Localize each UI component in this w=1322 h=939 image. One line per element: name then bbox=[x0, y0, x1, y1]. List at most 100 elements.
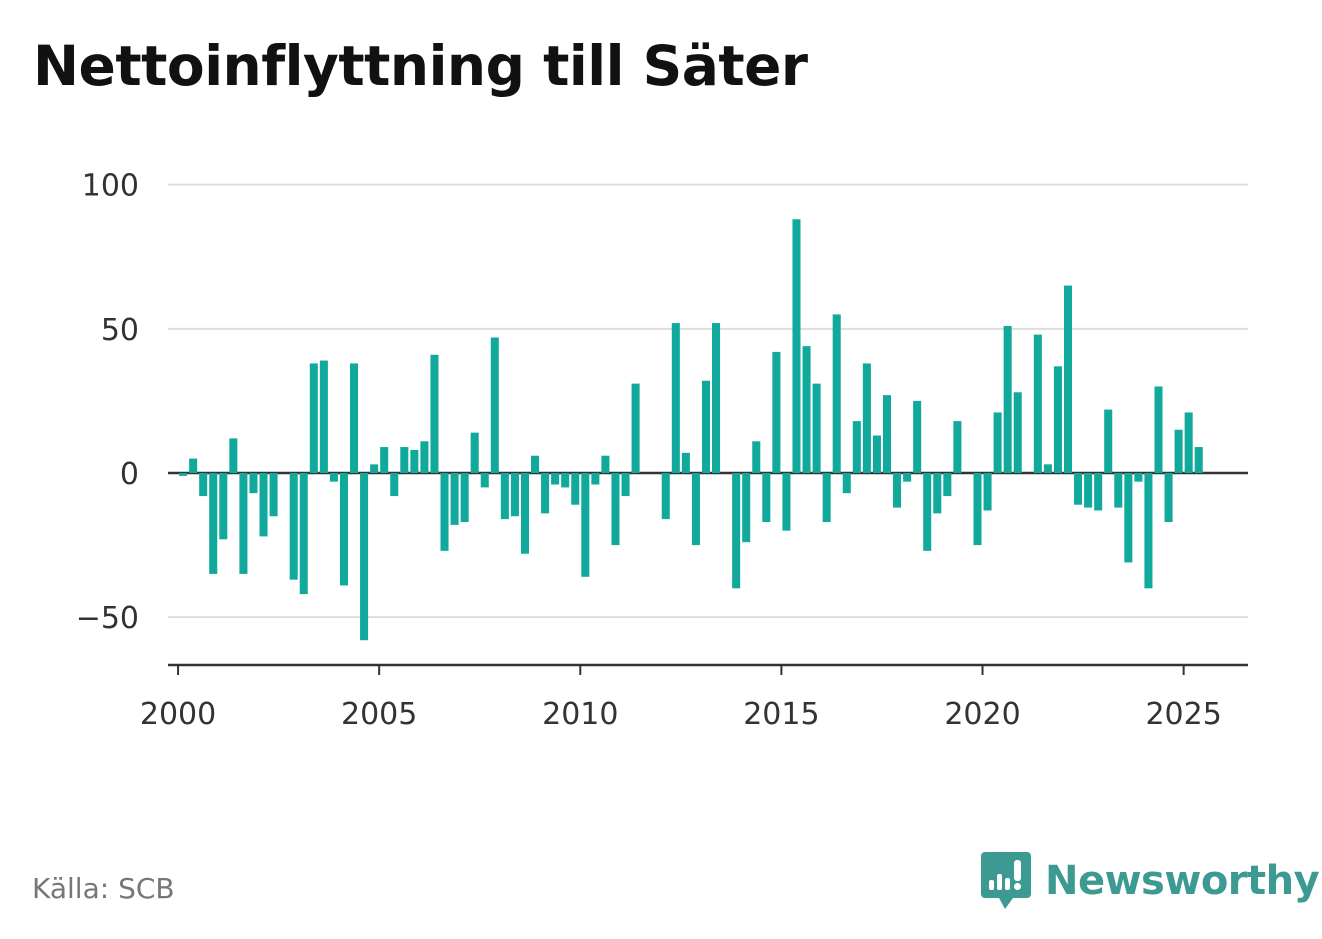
bar[interactable] bbox=[1184, 412, 1193, 473]
bar[interactable] bbox=[219, 473, 228, 540]
bar[interactable] bbox=[1094, 473, 1103, 511]
bar[interactable] bbox=[229, 438, 238, 473]
bar[interactable] bbox=[1063, 285, 1073, 473]
bar[interactable] bbox=[802, 346, 811, 473]
bar[interactable] bbox=[309, 363, 318, 473]
bar[interactable] bbox=[1174, 429, 1183, 473]
bar[interactable] bbox=[370, 464, 379, 473]
bar[interactable] bbox=[581, 473, 590, 577]
bar[interactable] bbox=[460, 473, 469, 523]
bar[interactable] bbox=[762, 473, 771, 523]
bar[interactable] bbox=[752, 441, 761, 473]
bar[interactable] bbox=[350, 363, 359, 473]
bar[interactable] bbox=[470, 432, 479, 473]
bar[interactable] bbox=[480, 473, 489, 488]
bar[interactable] bbox=[440, 473, 449, 551]
bar[interactable] bbox=[561, 473, 570, 488]
bar[interactable] bbox=[1144, 473, 1153, 589]
bar[interactable] bbox=[500, 473, 509, 520]
bar[interactable] bbox=[179, 473, 188, 476]
bar[interactable] bbox=[289, 473, 298, 580]
bar[interactable] bbox=[259, 473, 268, 537]
bar[interactable] bbox=[510, 473, 519, 517]
bar[interactable] bbox=[319, 360, 328, 473]
bar[interactable] bbox=[1013, 392, 1022, 473]
bar[interactable] bbox=[380, 447, 389, 473]
bar[interactable] bbox=[953, 421, 962, 473]
bar[interactable] bbox=[1164, 473, 1173, 523]
bar[interactable] bbox=[832, 314, 841, 473]
bar[interactable] bbox=[772, 351, 781, 473]
bar[interactable] bbox=[842, 473, 851, 494]
bar[interactable] bbox=[299, 473, 308, 595]
bar[interactable] bbox=[199, 473, 208, 497]
bar[interactable] bbox=[531, 455, 540, 473]
bar[interactable] bbox=[983, 473, 992, 511]
bar[interactable] bbox=[189, 458, 198, 473]
bar[interactable] bbox=[882, 395, 892, 473]
bar[interactable] bbox=[591, 473, 600, 485]
bar[interactable] bbox=[1124, 473, 1133, 563]
bar[interactable] bbox=[792, 219, 801, 473]
bar[interactable] bbox=[1134, 473, 1143, 482]
bar[interactable] bbox=[410, 449, 419, 473]
bar[interactable] bbox=[782, 473, 791, 531]
bar[interactable] bbox=[450, 473, 459, 525]
bar[interactable] bbox=[360, 473, 369, 641]
y-tick-label: 0 bbox=[120, 457, 139, 492]
bar[interactable] bbox=[601, 455, 610, 473]
bar[interactable] bbox=[329, 473, 338, 482]
bar[interactable] bbox=[903, 473, 912, 482]
bar[interactable] bbox=[1104, 409, 1113, 473]
bar[interactable] bbox=[993, 412, 1002, 473]
bar[interactable] bbox=[571, 473, 580, 505]
bar[interactable] bbox=[420, 441, 429, 473]
bar[interactable] bbox=[691, 473, 700, 546]
x-tick-label: 2005 bbox=[341, 697, 417, 732]
bar[interactable] bbox=[712, 323, 721, 473]
bar[interactable] bbox=[209, 473, 218, 574]
bar[interactable] bbox=[490, 337, 499, 473]
bar[interactable] bbox=[611, 473, 620, 546]
bar[interactable] bbox=[1084, 473, 1093, 508]
bar[interactable] bbox=[1053, 366, 1062, 473]
bar[interactable] bbox=[249, 473, 258, 494]
bar[interactable] bbox=[621, 473, 630, 497]
bar[interactable] bbox=[1033, 334, 1042, 473]
bar[interactable] bbox=[1074, 473, 1083, 505]
bar[interactable] bbox=[893, 473, 902, 508]
bar[interactable] bbox=[973, 473, 982, 546]
bar[interactable] bbox=[390, 473, 399, 497]
bar[interactable] bbox=[339, 473, 348, 586]
bar[interactable] bbox=[812, 383, 821, 473]
bar[interactable] bbox=[732, 473, 741, 589]
bar[interactable] bbox=[913, 400, 922, 473]
bar[interactable] bbox=[541, 473, 550, 514]
bar[interactable] bbox=[852, 421, 861, 473]
bar[interactable] bbox=[631, 383, 640, 473]
bar[interactable] bbox=[943, 473, 952, 497]
bar[interactable] bbox=[551, 473, 560, 485]
bar[interactable] bbox=[933, 473, 942, 514]
bar[interactable] bbox=[1114, 473, 1123, 508]
bar[interactable] bbox=[742, 473, 751, 543]
bar[interactable] bbox=[520, 473, 529, 554]
bar[interactable] bbox=[862, 363, 871, 473]
bar[interactable] bbox=[822, 473, 831, 523]
bar[interactable] bbox=[671, 323, 680, 473]
bar[interactable] bbox=[872, 435, 881, 473]
bar[interactable] bbox=[1043, 464, 1052, 473]
bar[interactable] bbox=[430, 354, 439, 473]
bar[interactable] bbox=[1003, 325, 1012, 473]
bar[interactable] bbox=[1154, 386, 1163, 474]
bar[interactable] bbox=[681, 452, 690, 473]
bar[interactable] bbox=[1194, 447, 1203, 473]
bar[interactable] bbox=[239, 473, 248, 574]
x-tick-label: 2015 bbox=[743, 697, 819, 732]
bar[interactable] bbox=[269, 473, 278, 517]
bar[interactable] bbox=[701, 380, 711, 473]
bar[interactable] bbox=[923, 473, 932, 551]
newsworthy-logo[interactable]: Newsworthy bbox=[981, 851, 1320, 911]
bar[interactable] bbox=[400, 447, 409, 473]
bar[interactable] bbox=[661, 473, 670, 520]
